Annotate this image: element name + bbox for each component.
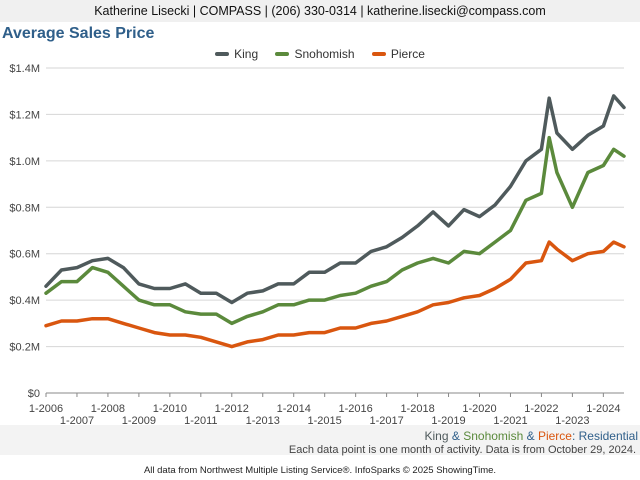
x-tick-label: 1-2021 xyxy=(493,415,527,427)
legend-swatch-king xyxy=(215,52,230,56)
x-tick-label: 1-2014 xyxy=(277,403,311,415)
y-tick-label: $1.2M xyxy=(9,109,40,121)
x-tick-label: 1-2018 xyxy=(400,403,434,415)
data-note: Each data point is one month of activity… xyxy=(288,444,636,456)
legend-label-snohomish: Snohomish xyxy=(294,47,355,61)
legend-label-king: King xyxy=(234,47,259,61)
x-tick-label: 1-2015 xyxy=(308,415,342,427)
x-tick-label: 1-2012 xyxy=(215,403,249,415)
x-tick-label: 1-2006 xyxy=(29,403,63,415)
legend-label-pierce: Pierce xyxy=(390,47,425,61)
caption-pierce: Pierce xyxy=(537,429,572,443)
caption-snohomish: Snohomish xyxy=(463,429,524,443)
x-tick-label: 1-2009 xyxy=(122,415,156,427)
series-caption: King & Snohomish & Pierce: Residential xyxy=(425,429,638,443)
legend-swatch-snohomish xyxy=(275,52,290,56)
legend-swatch-pierce xyxy=(371,52,386,56)
x-tick-label: 1-2010 xyxy=(153,403,187,415)
caption-king: King xyxy=(424,429,449,443)
legend-item-pierce[interactable]: Pierce xyxy=(371,47,425,61)
caption-ampersand-2: & xyxy=(523,429,538,443)
x-tick-label: 1-2022 xyxy=(524,403,558,415)
footer-block xyxy=(0,425,640,455)
x-tick-label: 1-2020 xyxy=(462,403,496,415)
caption-ampersand-1: & xyxy=(448,429,464,443)
caption-colon: : xyxy=(571,429,579,443)
chart-legend: King Snohomish Pierce xyxy=(0,45,640,61)
y-tick-label: $0.4M xyxy=(9,295,40,307)
series-line-snohomish xyxy=(44,135,626,326)
x-tick-label: 1-2013 xyxy=(246,415,280,427)
x-tick-label: 1-2008 xyxy=(91,403,125,415)
contact-header: Katherine Lisecki | COMPASS | (206) 330-… xyxy=(0,0,640,22)
y-tick-label: $1.4M xyxy=(9,63,40,75)
series-line-king xyxy=(44,94,626,305)
x-tick-label: 1-2023 xyxy=(555,415,589,427)
legend-item-king[interactable]: King xyxy=(215,47,258,61)
series-line-pierce xyxy=(44,240,626,349)
y-tick-label: $0.2M xyxy=(9,342,40,354)
caption-residential: Residential xyxy=(578,429,638,443)
y-tick-label: $0.6M xyxy=(9,249,40,261)
y-tick-label: $0 xyxy=(28,388,40,400)
legend-item-snohomish[interactable]: Snohomish xyxy=(275,47,355,61)
x-tick-label: 1-2017 xyxy=(369,415,403,427)
x-tick-label: 1-2019 xyxy=(431,415,465,427)
chart-title: Average Sales Price xyxy=(2,25,155,42)
y-tick-label: $0.8M xyxy=(9,202,40,214)
x-tick-label: 1-2011 xyxy=(184,415,217,427)
data-credit: All data from Northwest Multiple Listing… xyxy=(143,465,497,476)
x-tick-label: 1-2016 xyxy=(339,403,373,415)
x-tick-label: 1-2024 xyxy=(586,403,620,415)
y-tick-label: $1.0M xyxy=(9,156,40,168)
x-tick-label: 1-2007 xyxy=(60,415,94,427)
